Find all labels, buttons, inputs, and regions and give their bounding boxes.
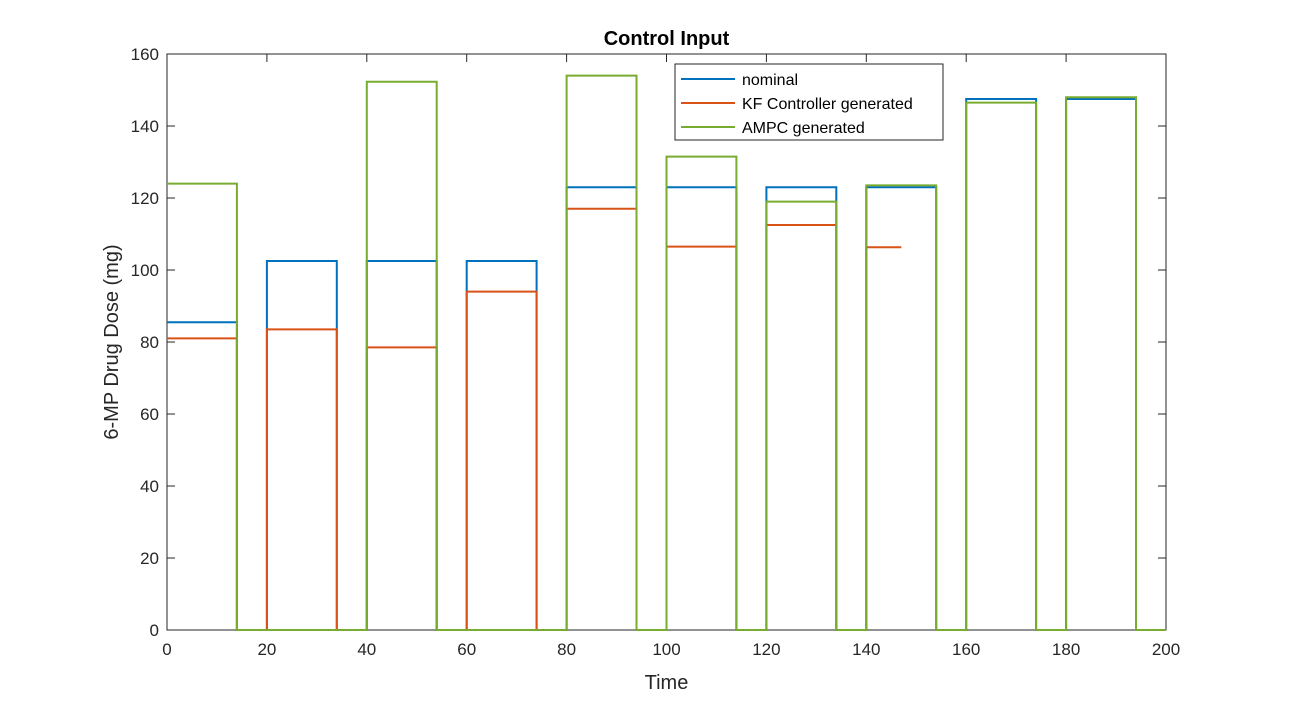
y-tick-label: 40 [140,477,159,496]
y-tick-label: 140 [131,117,159,136]
legend-entry-0: nominal [742,72,798,89]
x-tick-label: 120 [752,640,780,659]
x-tick-label: 20 [257,640,276,659]
x-tick-label: 160 [952,640,980,659]
x-tick-label: 40 [357,640,376,659]
y-tick-label: 20 [140,549,159,568]
y-axis-label: 6-MP Drug Dose (mg) [101,244,123,439]
legend-entry-2: AMPC generated [742,120,865,137]
y-tick-label: 120 [131,189,159,208]
legend-entry-1: KF Controller generated [742,96,913,113]
y-tick-label: 80 [140,333,159,352]
y-tick-label: 160 [131,45,159,64]
y-tick-label: 60 [140,405,159,424]
series-line-2 [167,74,1166,631]
series-lines [167,74,1166,631]
y-tick-label: 0 [150,621,159,640]
legend: nominal KF Controller generated AMPC gener… [674,63,944,141]
x-tick-label: 100 [652,640,680,659]
x-tick-label: 0 [162,640,171,659]
x-tick-label: 200 [1152,640,1180,659]
x-tick-label: 80 [557,640,576,659]
x-axis-label: Time [645,672,689,694]
chart-title: Control Input [604,28,730,50]
x-tick-label: 60 [457,640,476,659]
axis-ticks: 0 20 40 60 80 100 120 140 160 180 200 0 20 40 60 80 100 1… [131,45,1181,659]
y-tick-label: 100 [131,261,159,280]
x-tick-label: 140 [852,640,880,659]
x-tick-label: 180 [1052,640,1080,659]
